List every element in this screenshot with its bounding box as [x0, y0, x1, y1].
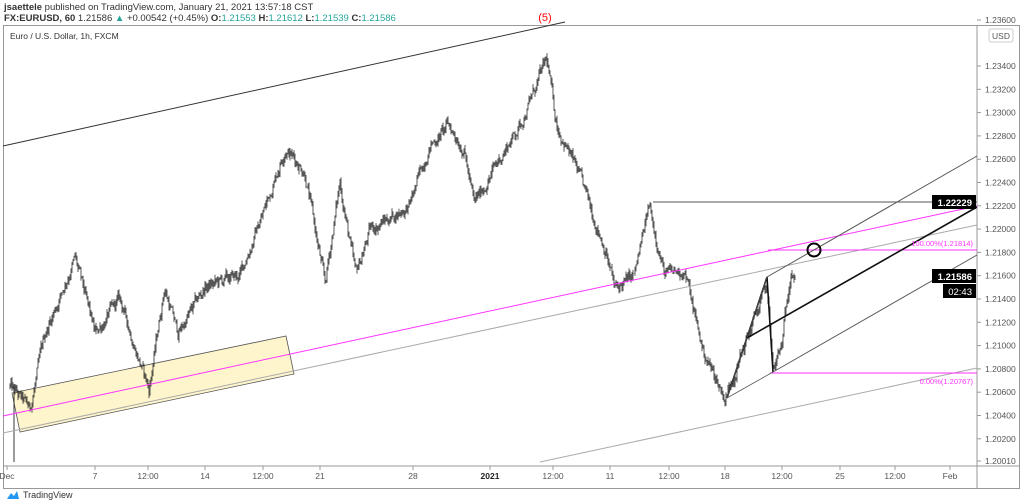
- change: +0.00542 (+0.45%): [126, 13, 209, 24]
- time-tick-label: 7: [93, 471, 98, 481]
- time-tick-label: 12:00: [137, 471, 159, 481]
- publish-info: jsaettele published on TradingView.com, …: [4, 2, 313, 13]
- price-axis[interactable]: 1.23600 1.23400 1.23200 1.23000 1.22800 1.226…: [977, 15, 1016, 466]
- level-price-label: 1.22229: [938, 198, 972, 209]
- price-tick-label: 1.21200: [985, 317, 1016, 327]
- price-tick-label: 1.22600: [985, 154, 1016, 164]
- published-text: published on TradingView.com, January 21…: [44, 2, 314, 13]
- price-tick-label: 1.20200: [985, 434, 1016, 444]
- level-price-tag: [932, 195, 976, 209]
- price-tick-label: 1.23400: [985, 61, 1016, 71]
- pitchfork-left-line: [726, 276, 768, 399]
- time-tick-label: 12:00: [771, 471, 793, 481]
- price-tick-label: 1.21600: [985, 271, 1016, 281]
- pitchfork-median-line[interactable]: [746, 206, 978, 339]
- target-circle[interactable]: [806, 242, 822, 258]
- upper-trendline[interactable]: [2, 21, 566, 147]
- price-tick-label: 1.20600: [985, 387, 1016, 397]
- up-arrow-icon: ▲: [114, 13, 125, 24]
- low-label: L:: [305, 13, 315, 24]
- countdown-tag: [943, 284, 976, 298]
- time-tick-label: Dec: [0, 471, 15, 481]
- gray-trendline[interactable]: [2, 224, 978, 434]
- magenta-trendline[interactable]: [2, 205, 978, 417]
- open-value: 1.21553: [221, 13, 256, 24]
- close-value: 1.21586: [361, 13, 396, 24]
- high-label: H:: [258, 13, 269, 24]
- low-value: 1.21539: [314, 13, 349, 24]
- price-tick-label: 1.20010: [985, 456, 1016, 466]
- time-tick-label: 12:00: [658, 471, 680, 481]
- footer: TradingView: [6, 490, 73, 500]
- time-tick-label: 18: [720, 471, 730, 481]
- time-tick-label: 11: [606, 471, 615, 481]
- wave-5-label: (5): [538, 12, 551, 24]
- last-price-label: 1.21586: [938, 272, 972, 283]
- last-price: 1.21586: [77, 13, 113, 24]
- price-tick-label: 1.23000: [985, 108, 1016, 118]
- price-tick-label: 1.22800: [985, 131, 1016, 141]
- time-tick-label: 2021: [481, 471, 500, 481]
- price-tick-label: 1.21800: [985, 247, 1016, 257]
- pitchfork-upper-tine[interactable]: [766, 155, 978, 278]
- time-tick-label: 25: [835, 471, 845, 481]
- price-tick-label: 1.23600: [985, 15, 1016, 25]
- brand-name: TradingView: [23, 490, 73, 500]
- price-tick-label: 1.22400: [985, 178, 1016, 188]
- publisher-name: jsaettele: [4, 2, 43, 13]
- time-axis[interactable]: Dec 7 12:00 14 12:00 21 28 2021 12:00 11 12:00 18 12…: [0, 466, 958, 481]
- countdown-label: 02:43: [948, 287, 972, 298]
- price-tick-label: 1.23200: [985, 84, 1016, 94]
- price-tick-label: 1.21400: [985, 294, 1016, 304]
- price-tick-label: 1.22000: [985, 224, 1016, 234]
- symbol: FX:EURUSD, 60: [4, 13, 76, 24]
- high-value: 1.21612: [268, 13, 303, 24]
- currency-label: USD: [992, 31, 1010, 41]
- time-tick-label: 14: [200, 471, 210, 481]
- time-tick-label: 12:00: [542, 471, 564, 481]
- time-tick-label: 28: [408, 471, 418, 481]
- time-tick-label: 12:00: [884, 471, 906, 481]
- currency-box[interactable]: [988, 28, 1014, 43]
- pitchfork-base-line: [726, 371, 774, 399]
- open-label: O:: [210, 13, 222, 24]
- candles: [9, 53, 796, 462]
- price-tick-label: 1.21000: [985, 341, 1016, 351]
- fib-100-label: 100.00%(1.21814): [911, 239, 973, 248]
- close-label: C:: [351, 13, 362, 24]
- lower-gray-trendline[interactable]: [539, 367, 978, 463]
- tradingview-logo-icon: [7, 491, 19, 499]
- time-tick-label: 12:00: [252, 471, 274, 481]
- time-tick-label: Feb: [943, 471, 958, 481]
- time-tick-label: 21: [315, 471, 325, 481]
- price-tick-label: 1.20800: [985, 364, 1016, 374]
- price-tick-label: 1.20400: [985, 411, 1016, 421]
- price-tick-label: 1.22200: [985, 201, 1016, 211]
- chart-frame: [3, 25, 1020, 489]
- chart-legend: Euro / U.S. Dollar, 1h, FXCM: [10, 31, 119, 41]
- last-price-tag: [932, 269, 976, 283]
- symbol-info: FX:EURUSD, 60 1.21586 ▲ +0.00542 (+0.45%…: [4, 13, 396, 24]
- fib-0-label: 0.00%(1.20767): [920, 377, 974, 386]
